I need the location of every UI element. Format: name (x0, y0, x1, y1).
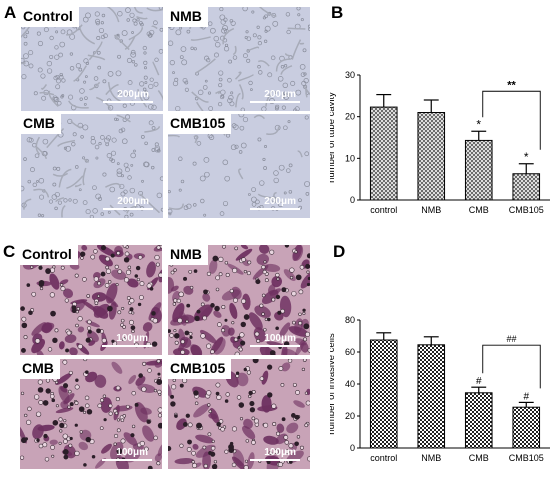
x-tick-label: NMB (421, 453, 441, 463)
micrograph-a-cmb105: CMB105 200μm (168, 114, 310, 218)
scale-bar (250, 459, 300, 461)
micrograph-label: CMB (20, 359, 60, 379)
y-tick-label: 60 (345, 347, 355, 357)
bar-control (369, 339, 398, 449)
y-tick-label: 30 (345, 70, 355, 80)
bracket-label: ** (507, 79, 516, 91)
micrograph-a-cmb: CMB 200μm (21, 114, 163, 218)
micrograph-label: NMB (168, 7, 208, 27)
y-tick-label: 40 (345, 379, 355, 389)
bar-nmb (417, 112, 446, 201)
micrograph-label: CMB105 (168, 359, 232, 379)
bar-cmb (464, 392, 493, 449)
y-tick-label: 20 (345, 411, 355, 421)
panel-letter-a: A (4, 3, 17, 22)
x-tick-label: control (370, 453, 397, 463)
scale-bar (103, 208, 153, 210)
significance-bracket (482, 90, 541, 150)
panel-letter-b: B (331, 3, 344, 22)
x-tick-label: CMB105 (509, 205, 544, 215)
scale-bar-label: 200μm (117, 89, 149, 100)
scale-bar-label: 100μm (116, 333, 148, 344)
bar-cmb105 (512, 406, 541, 449)
y-tick-label: 0 (350, 443, 355, 453)
chart-b-svg: number of tube cavity 0 10 20 30 control NMB CM… (326, 70, 550, 215)
micrograph-c-control: Control 100μm (20, 245, 162, 355)
significance-bracket (482, 344, 541, 389)
micrograph-label: NMB (168, 245, 208, 265)
micrograph-label: Control (21, 7, 79, 27)
x-tick-label: CMB (469, 453, 489, 463)
y-tick-label: 80 (345, 315, 355, 325)
micrograph-c-cmb: CMB 100μm (20, 359, 162, 469)
scale-bar (102, 459, 152, 461)
scale-bar (250, 345, 300, 347)
scale-bar-label: 100μm (264, 447, 296, 458)
micrograph-label: Control (20, 245, 78, 265)
x-tick-label: control (370, 205, 397, 215)
scale-bar-label: 200μm (264, 196, 296, 207)
scale-bar (103, 101, 153, 103)
panel-letter-d: D (333, 242, 346, 261)
scale-bar (102, 345, 152, 347)
bar-nmb (417, 344, 446, 449)
x-tick-label: NMB (421, 205, 441, 215)
chart-invasive-cells: number of invasive cells 0 20 40 60 80 control… (326, 305, 554, 479)
scale-bar (250, 101, 300, 103)
significance-mark: # (476, 376, 482, 387)
y-tick-label: 10 (345, 153, 355, 163)
scale-bar-label: 200μm (264, 89, 296, 100)
micrograph-c-cmb105: CMB105 100μm (168, 359, 310, 469)
micrograph-texture (21, 7, 163, 111)
micrograph-a-control: Control 200μm (21, 7, 163, 111)
y-tick-label: 0 (350, 195, 355, 205)
bar-cmb105 (512, 173, 541, 201)
y-axis-label: number of invasive cells (330, 333, 337, 435)
chart-tube-cavity: number of tube cavity 0 10 20 30 control NMB CM… (326, 55, 554, 230)
bar-cmb (464, 139, 493, 201)
bracket-label: ## (506, 334, 516, 344)
micrograph-a-nmb: NMB 200μm (168, 7, 310, 111)
scale-bar-label: 200μm (117, 196, 149, 207)
y-axis-label: number of tube cavity (330, 92, 337, 183)
micrograph-c-nmb: NMB 100μm (168, 245, 310, 355)
significance-mark: * (524, 150, 529, 164)
scale-bar-label: 100μm (264, 333, 296, 344)
significance-mark: * (476, 117, 481, 131)
y-tick-label: 20 (345, 112, 355, 122)
micrograph-label: CMB105 (168, 114, 232, 134)
chart-d-svg: number of invasive cells 0 20 40 60 80 control… (326, 315, 550, 463)
micrograph-label: CMB (21, 114, 61, 134)
scale-bar-label: 100μm (116, 447, 148, 458)
scale-bar (250, 208, 300, 210)
x-tick-label: CMB105 (509, 453, 544, 463)
bar-control (369, 106, 398, 201)
panel-letter-c: C (3, 242, 16, 261)
x-tick-label: CMB (469, 205, 489, 215)
significance-mark: # (523, 391, 529, 402)
